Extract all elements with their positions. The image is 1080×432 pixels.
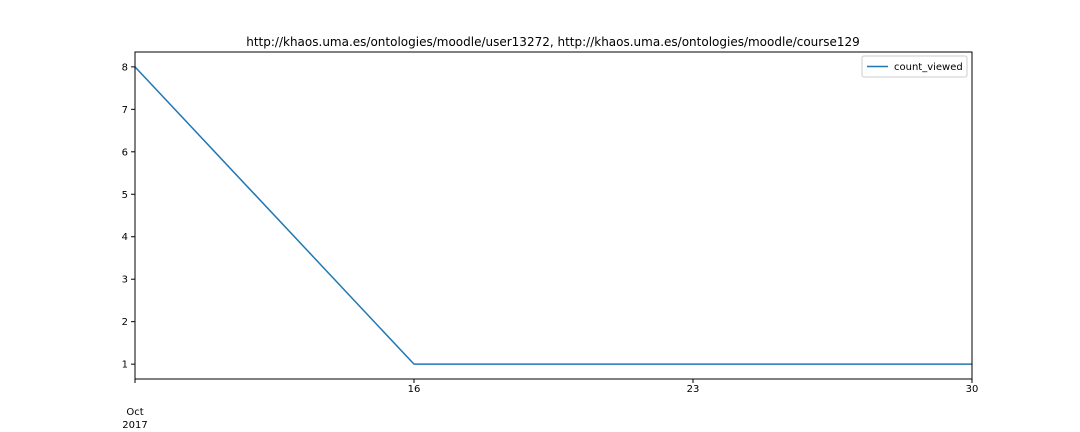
y-tick-label-7: 7	[122, 105, 128, 116]
legend-box	[861, 55, 968, 78]
plot-area	[135, 52, 972, 379]
chart-title: http://khaos.uma.es/ontologies/moodle/us…	[246, 35, 860, 49]
y-tick-label-6: 6	[122, 147, 128, 158]
y-tick-label-2: 2	[122, 317, 128, 328]
y-tick-label-5: 5	[122, 190, 128, 201]
y-tick-label-8: 8	[122, 62, 128, 73]
x-tick-label-0-month: Oct	[126, 407, 143, 418]
plot-background	[135, 52, 972, 379]
x-tick-label-0-year: 2017	[122, 420, 147, 431]
legend: count_viewed	[861, 55, 968, 78]
x-tick-label-2: 23	[687, 384, 700, 395]
y-tick-label-4: 4	[122, 232, 128, 243]
x-tick-label-3: 30	[966, 384, 979, 395]
plot-frame	[134, 51, 973, 380]
series-line-count-viewed	[134, 66, 972, 365]
legend-label-count-viewed: count_viewed	[894, 62, 963, 73]
y-tick-label-3: 3	[122, 275, 128, 286]
y-tick-label-1: 1	[122, 360, 128, 371]
x-tick-label-1: 16	[408, 384, 421, 395]
